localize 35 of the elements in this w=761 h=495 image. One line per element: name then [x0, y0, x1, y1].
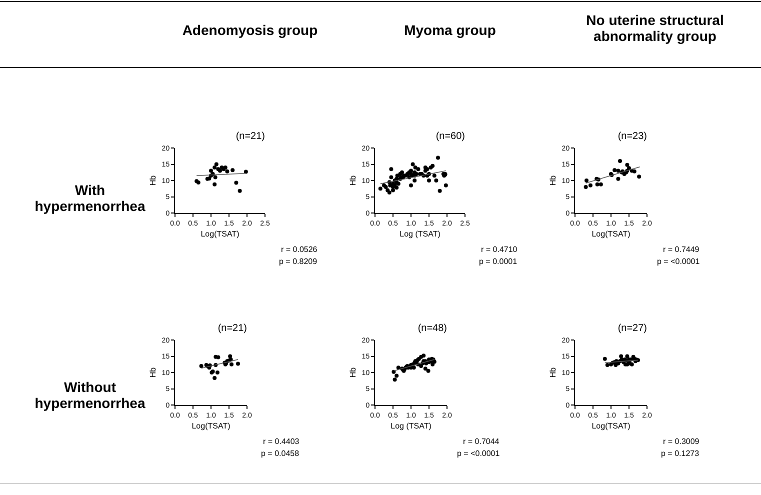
chart-title: (n=60)	[436, 131, 465, 142]
text: Without hypermenorrhea	[34, 379, 146, 411]
y-axis-title: Hb	[548, 366, 558, 378]
text: Myoma group	[403, 22, 497, 38]
chart-title: (n=21)	[236, 131, 265, 142]
text: r = 0.4710	[481, 245, 518, 254]
text: r = 0.0526	[281, 245, 318, 254]
chart-title: (n=23)	[618, 131, 647, 142]
x-axis-title: Log (TSAT)	[390, 422, 432, 430]
text: r = 0.3009	[663, 437, 700, 446]
y-axis-title: Hb	[348, 174, 358, 186]
x-axis-title: Log (TSAT)	[400, 230, 441, 238]
text: r = 0.7449	[663, 245, 700, 254]
text: p = 0.1273	[661, 449, 700, 458]
y-axis-title: Hb	[148, 174, 158, 186]
text: r = 0.7044	[463, 437, 500, 446]
y-axis-title: Hb	[148, 366, 158, 378]
text: p = <0.0001	[657, 257, 700, 266]
text: With hypermenorrhea	[34, 182, 146, 214]
text: Adenomyosis group	[181, 22, 319, 38]
chart-title: (n=48)	[418, 323, 447, 334]
chart-title: (n=21)	[218, 323, 247, 334]
x-axis-title: Log(TSAT)	[592, 422, 631, 430]
chart-title: (n=27)	[618, 323, 647, 334]
text: p = 0.0001	[479, 257, 518, 266]
y-axis-title: Hb	[348, 366, 358, 378]
text: r = 0.4403	[263, 437, 300, 446]
text: p = 0.0458	[261, 449, 300, 458]
y-axis-title: Hb	[548, 174, 558, 186]
text: p = 0.8209	[279, 257, 318, 266]
x-axis-title: Log(TSAT)	[200, 230, 240, 238]
text: p = <0.0001	[457, 449, 500, 458]
x-axis-title: Log(TSAT)	[592, 230, 631, 238]
x-axis-title: Log(TSAT)	[192, 422, 231, 430]
text: No uterine structural abnormality group	[585, 12, 725, 44]
